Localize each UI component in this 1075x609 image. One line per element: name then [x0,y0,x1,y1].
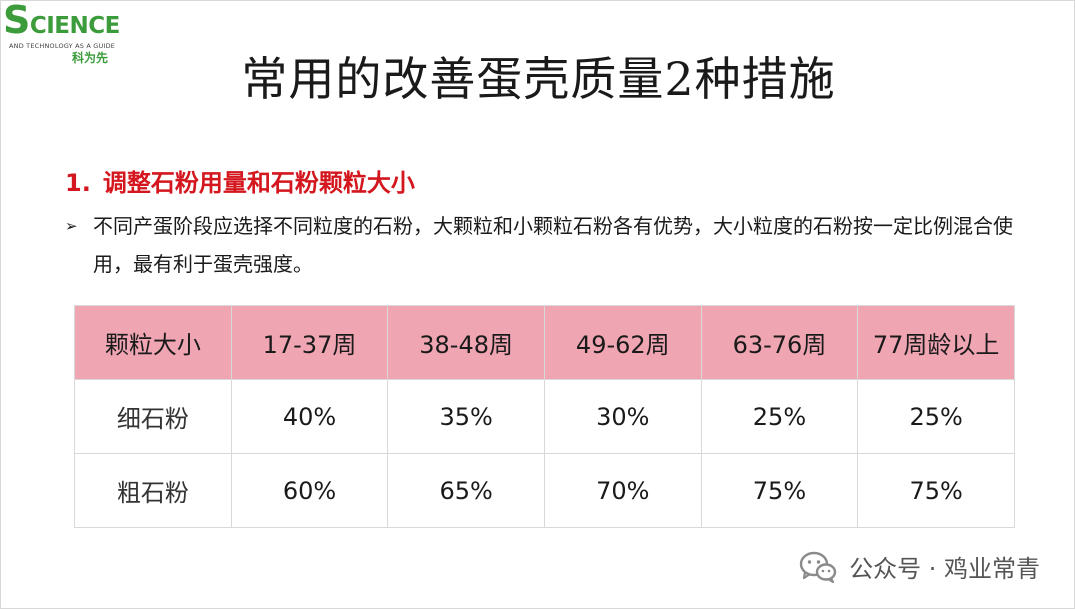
table-cell: 70% [543,453,702,528]
page-title: 常用的改善蛋壳质量2种措施 [241,52,836,106]
wechat-watermark: 公众号 · 鸡业常青 [799,549,1040,584]
watermark-text: 公众号 · 鸡业常青 [849,555,1040,583]
table-header-cell: 38-48周 [387,305,545,380]
table-header-cell: 颗粒大小 [74,305,232,380]
section-number: 1. [65,169,91,197]
table-header-cell: 63-76周 [700,305,859,380]
arrow-bullet-icon: ➢ [65,217,78,235]
table-cell: 75% [700,453,859,528]
table-header-cell: 49-62周 [543,305,702,380]
section-heading: 1. 调整石粉用量和石粉颗粒大小 [65,163,415,198]
table-row: 粗石粉 60% 65% 70% 75% 75% [74,453,1015,528]
particle-ratio-table: 颗粒大小 17-37周 38-48周 49-62周 63-76周 77周龄以上 … [74,305,1015,528]
row-label-coarse-powder: 粗石粉 [74,453,232,528]
logo-wordmark: SCIENCE [3,0,120,42]
brand-logo: SCIENCE AND TECHNOLOGY AS A GUIDE 科为先 [1,0,131,65]
table-cell: 25% [700,379,859,454]
table-cell: 65% [387,453,545,528]
table-header-cell: 77周龄以上 [857,305,1015,380]
table-cell: 25% [857,379,1015,454]
logo-chinese-name: 科为先 [72,51,109,65]
section-heading-text: 调整石粉用量和石粉颗粒大小 [102,169,415,197]
bullet-text: 不同产蛋阶段应选择不同粒度的石粉，大颗粒和小颗粒石粉各有优势，大小粒度的石粉按一… [93,214,1013,276]
wechat-icon [799,551,837,583]
table-cell: 60% [230,453,389,528]
row-label-fine-powder: 细石粉 [74,379,232,454]
table-cell: 75% [857,453,1015,528]
table-cell: 40% [230,379,389,454]
table-cell: 35% [387,379,545,454]
logo-tagline: AND TECHNOLOGY AS A GUIDE [9,42,116,50]
table-row: 细石粉 40% 35% 30% 25% 25% [74,379,1015,454]
table-cell: 30% [543,379,702,454]
bullet-paragraph: ➢ 不同产蛋阶段应选择不同粒度的石粉，大颗粒和小颗粒石粉各有优势，大小粒度的石粉… [65,207,1015,283]
table-header-row: 颗粒大小 17-37周 38-48周 49-62周 63-76周 77周龄以上 [74,305,1015,380]
table-header-cell: 17-37周 [230,305,389,380]
